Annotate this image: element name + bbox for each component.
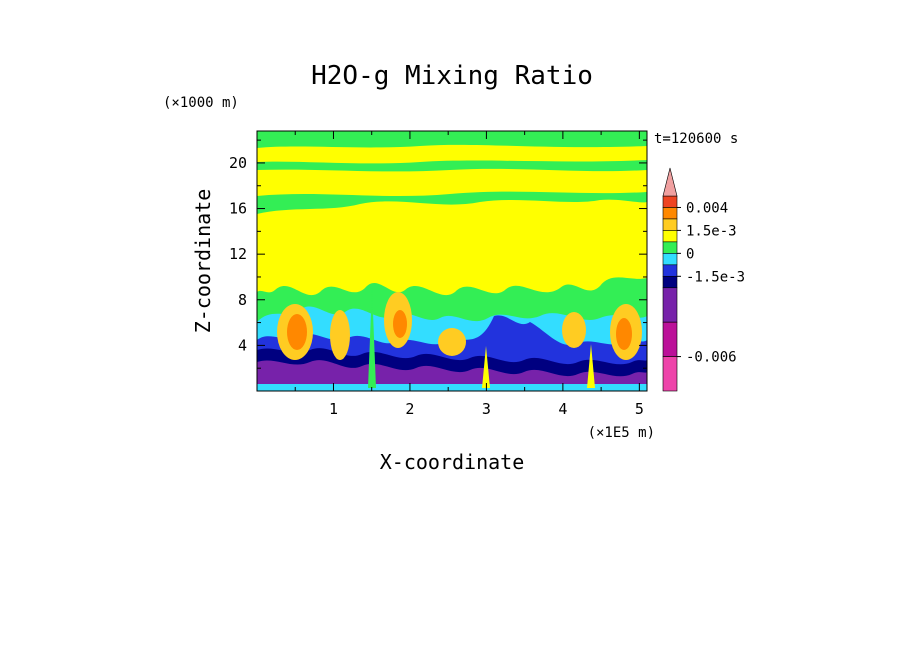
time-label: t=120600 s bbox=[654, 131, 738, 147]
field-band-top bbox=[257, 144, 647, 164]
cell-core bbox=[287, 314, 307, 350]
x-tick-label: 5 bbox=[635, 400, 644, 418]
colorbar-label: 0 bbox=[686, 246, 694, 262]
x-axis-label: X-coordinate bbox=[380, 450, 525, 474]
x-tick-label: 4 bbox=[558, 400, 567, 418]
colorbar-level bbox=[662, 207, 678, 220]
convective-cells bbox=[277, 288, 642, 388]
cell-column bbox=[368, 288, 376, 388]
field-band-yellow bbox=[257, 199, 647, 296]
chart-title: H2O-g Mixing Ratio bbox=[311, 61, 593, 91]
cell-halo bbox=[562, 312, 586, 348]
colorbar-level bbox=[662, 195, 678, 208]
y-axis-label: Z-coordinate bbox=[191, 189, 215, 334]
colorbar-label: 1.5e-3 bbox=[686, 223, 737, 239]
y-tick-label: 20 bbox=[229, 154, 247, 172]
x-axis-unit: (×1E5 m) bbox=[588, 425, 655, 441]
field-band-mid bbox=[257, 168, 647, 196]
colorbar-level bbox=[662, 218, 678, 231]
cell-core bbox=[616, 318, 632, 350]
y-tick-label: 4 bbox=[238, 336, 247, 354]
x-axis-ticks: 1 2 3 4 5 bbox=[294, 131, 644, 418]
cell-core bbox=[393, 310, 407, 338]
colorbar-level bbox=[662, 241, 678, 254]
colorbar-label: -0.006 bbox=[686, 350, 737, 366]
field-band-purple bbox=[257, 360, 647, 391]
colorbar-label: 0.004 bbox=[686, 200, 728, 216]
y-tick-label: 16 bbox=[229, 200, 247, 218]
colorbar: 0.004 1.5e-3 0 -1.5e-3 -0.006 bbox=[662, 167, 745, 392]
plot-frame bbox=[256, 130, 648, 392]
colorbar-arrow bbox=[662, 167, 678, 197]
y-axis-ticks: 4 8 12 16 20 bbox=[229, 139, 647, 369]
colorbar-level bbox=[662, 230, 678, 243]
x-tick-label: 2 bbox=[405, 400, 414, 418]
x-tick-label: 3 bbox=[482, 400, 491, 418]
y-tick-label: 8 bbox=[238, 291, 247, 309]
y-tick-label: 12 bbox=[229, 245, 247, 263]
colorbar-level bbox=[662, 264, 678, 277]
colorbar-level bbox=[662, 287, 678, 323]
colorbar-level bbox=[662, 321, 678, 357]
cell-halo bbox=[438, 328, 466, 356]
x-tick-label: 1 bbox=[329, 400, 338, 418]
cell-column bbox=[482, 346, 490, 388]
cell-column bbox=[587, 344, 595, 388]
colorbar-level bbox=[662, 275, 678, 289]
field-surface bbox=[257, 384, 647, 391]
mixing-ratio-field bbox=[257, 131, 647, 391]
cell-halo bbox=[330, 310, 350, 360]
colorbar-label: -1.5e-3 bbox=[686, 269, 745, 285]
colorbar-level bbox=[662, 253, 678, 266]
colorbar-level bbox=[662, 356, 678, 392]
y-axis-unit: (×1000 m) bbox=[163, 95, 239, 111]
